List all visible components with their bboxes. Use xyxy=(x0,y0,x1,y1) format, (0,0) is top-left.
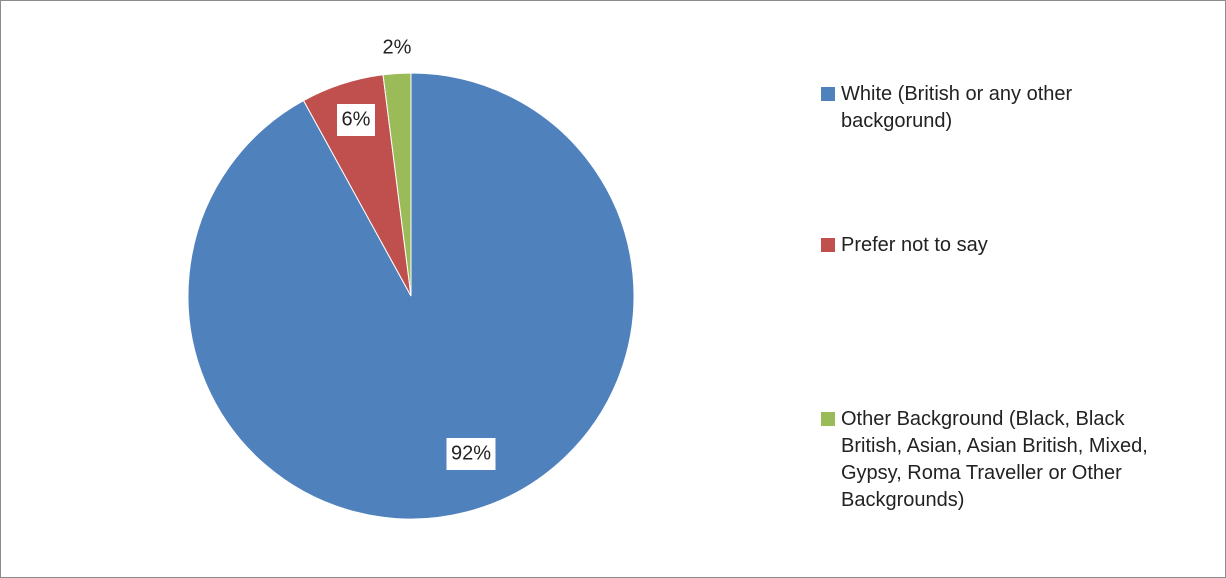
data-label-white: 92% xyxy=(446,438,496,470)
data-label-text: 92% xyxy=(451,442,491,464)
data-label-text: 2% xyxy=(383,36,412,58)
legend-label-prefer-not-to-say: Prefer not to say xyxy=(841,234,988,256)
data-label-text: 6% xyxy=(342,108,371,130)
legend-swatch-white xyxy=(821,87,835,101)
pie-slice-white xyxy=(187,72,635,520)
data-label-prefer-not-to-say: 6% xyxy=(337,104,375,136)
pie-slice-other-background xyxy=(382,72,412,297)
legend-label-other-background: Other Background (Black, Black British, … xyxy=(841,408,1148,511)
legend-label-white: White (British or any other backgorund) xyxy=(841,83,1073,132)
legend-swatch-other-background xyxy=(821,412,835,426)
data-label-other-background: 2% xyxy=(383,36,412,58)
legend-swatch-prefer-not-to-say xyxy=(821,238,835,252)
